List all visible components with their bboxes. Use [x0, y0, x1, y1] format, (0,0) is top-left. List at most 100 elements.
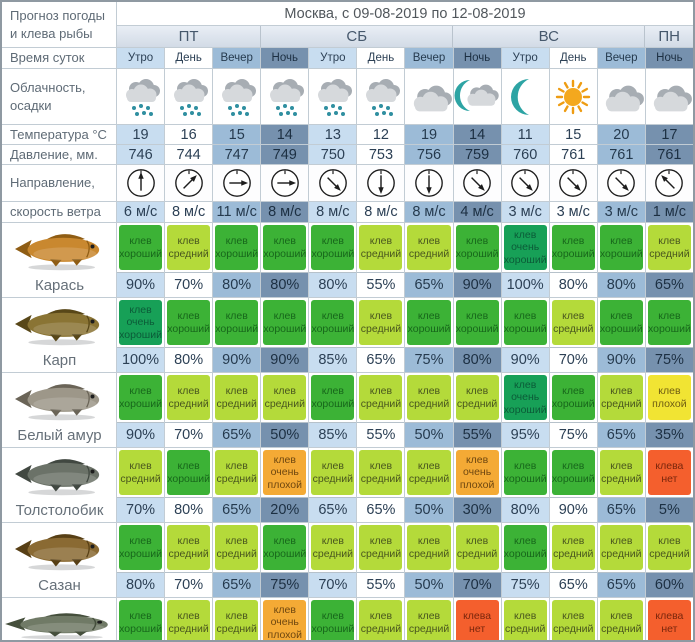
- weather-cell: [213, 69, 262, 125]
- bite-rating-cell: клев средний: [167, 525, 211, 570]
- wind-speed-cell: 4 м/с: [453, 202, 502, 223]
- wind-direction-cell: [357, 165, 406, 202]
- fish-row: клев хороший клев средний клев средний клев…: [2, 598, 693, 640]
- bite-percent-cell: 55%: [453, 422, 501, 447]
- fish-forecast-cell: клев средний 70%: [309, 523, 358, 598]
- fish-forecast-cell: клев средний 65%: [213, 448, 262, 523]
- bite-percent-cell: 65%: [597, 497, 645, 522]
- bite-percent-cell: 65%: [549, 572, 597, 597]
- time-of-day-row: Время суток Утро День Вечер Ночь Утро День Веч…: [2, 48, 693, 69]
- fish-forecast-cell: клев хороший 75%: [501, 523, 550, 598]
- fish-forecast-cell: клев средний 70%: [117, 448, 166, 523]
- fish-forecast-cell: клев хороший 80%: [261, 223, 310, 298]
- pressure-cell: 749: [261, 145, 310, 165]
- fish-data-cells: клев хороший 90% клев средний 70% клев хорош…: [117, 223, 693, 298]
- wind-speed-cell: 3 м/с: [549, 202, 598, 223]
- bite-rating-cell: клев хороший: [263, 525, 307, 570]
- bite-rating-cell: клев хороший: [503, 525, 547, 570]
- fish-forecast-cell: клев средний 65%: [309, 448, 358, 523]
- bite-percent-cell: 70%: [117, 497, 165, 522]
- bite-percent-cell: 80%: [549, 272, 597, 297]
- fish-name: Толстолобик: [15, 501, 104, 519]
- fish-forecast-cell: клев плохой 35%: [645, 373, 693, 448]
- fish-forecast-cell: клев средний 65%: [597, 448, 646, 523]
- bite-percent-cell: 75%: [405, 347, 453, 372]
- bite-rating-cell: клев хороший: [551, 450, 595, 495]
- fish-data-cells: клев очень хороший 100% клев хороший 80% кле…: [117, 298, 693, 373]
- fish-forecast-cell: клев средний 70%: [453, 523, 502, 598]
- bite-percent-cell: 80%: [213, 272, 261, 297]
- wind-speed-cell: 6 м/с: [117, 202, 166, 223]
- time-of-day-cell: День: [549, 48, 598, 69]
- bite-rating-cell: клев хороший: [263, 225, 307, 270]
- fish-forecast-cell: клева нет: [645, 598, 693, 640]
- bite-rating-cell: клев хороший: [119, 375, 163, 420]
- bite-percent-cell: 80%: [165, 347, 213, 372]
- bite-percent-cell: 75%: [549, 422, 597, 447]
- temperature-cell: 19: [405, 125, 454, 145]
- bite-rating-cell: клев хороший: [551, 225, 595, 270]
- bite-rating-cell: клев средний: [551, 525, 595, 570]
- cloud-icon: [646, 74, 693, 120]
- bite-percent-cell: 80%: [309, 272, 357, 297]
- weather-cell: [501, 69, 550, 125]
- fish-forecast-cell: клев средний: [549, 598, 598, 640]
- wind-direction-cell: [261, 165, 310, 202]
- fish-cell: Сазан: [2, 523, 117, 598]
- bite-rating-cell: клев средний: [167, 375, 211, 420]
- bite-percent-cell: 75%: [645, 347, 693, 372]
- bite-rating-cell: клев плохой: [647, 375, 691, 420]
- fish-forecast-cell: клев хороший 90%: [453, 223, 502, 298]
- fish-forecast-cell: клев средний 70%: [165, 373, 214, 448]
- temperature-cell: 12: [357, 125, 406, 145]
- pressure-cell: 744: [165, 145, 214, 165]
- cloud-icon: [598, 74, 645, 120]
- fish-forecast-cell: клев средний 70%: [165, 223, 214, 298]
- fish-image: [2, 374, 117, 423]
- day-header: ВС: [453, 26, 646, 48]
- fish-row: Карась клев хороший 90% клев средний 70% клев…: [2, 223, 693, 298]
- fish-forecast-cell: клев хороший 80%: [597, 223, 646, 298]
- bite-rating-cell: клев очень плохой: [455, 450, 499, 495]
- bite-rating-cell: клев хороший: [503, 450, 547, 495]
- bite-rating-cell: клева нет: [455, 600, 499, 640]
- row-label-time: Время суток: [2, 48, 117, 69]
- bite-rating-cell: клев средний: [215, 600, 259, 640]
- row-label-clouds: Облачность, осадки: [2, 69, 117, 125]
- fish-forecast-cell: клев средний 65%: [213, 373, 262, 448]
- temperature-cell: 14: [261, 125, 310, 145]
- bite-percent-cell: 5%: [645, 497, 693, 522]
- bite-rating-cell: клев средний: [455, 525, 499, 570]
- time-of-day-cell: Ночь: [453, 48, 502, 69]
- day-header-row: ПТ СБ ВС ПН: [117, 26, 693, 48]
- wind-direction-cell: [213, 165, 262, 202]
- wind-speed-cell: 8 м/с: [165, 202, 214, 223]
- fish-forecast-cell: клев средний 65%: [357, 298, 406, 373]
- fish-cell: Карась: [2, 223, 117, 298]
- weather-cell: [357, 69, 406, 125]
- pressure-cell: 750: [309, 145, 358, 165]
- wind-speed-cell: 8 м/с: [405, 202, 454, 223]
- bite-percent-cell: 70%: [549, 347, 597, 372]
- fish-name: Карп: [42, 351, 77, 369]
- corner-line-2: и клева рыбы: [10, 25, 93, 41]
- bite-rating-cell: клев средний: [599, 450, 643, 495]
- bite-percent-cell: 65%: [213, 497, 261, 522]
- bite-rating-cell: клев средний: [359, 225, 403, 270]
- rain-icon: [310, 74, 356, 120]
- bite-rating-cell: клев хороший: [215, 300, 259, 345]
- time-of-day-cell: День: [357, 48, 406, 69]
- temperature-cell: 16: [165, 125, 214, 145]
- row-label-temperature: Температура °C: [2, 125, 117, 145]
- bite-percent-cell: 35%: [645, 422, 693, 447]
- fish-name: Сазан: [38, 576, 81, 594]
- fish-forecast-cell: клев средний 70%: [549, 298, 598, 373]
- bite-rating-cell: клев очень хороший: [503, 375, 547, 420]
- row-label-wind-direction: Направление,: [2, 165, 117, 202]
- bite-rating-cell: клев хороший: [311, 375, 355, 420]
- fish-data-cells: клев хороший 90% клев средний 70% клев средн…: [117, 373, 693, 448]
- time-of-day-cell: Ночь: [645, 48, 693, 69]
- fish-forecast-cell: клев средний: [357, 598, 406, 640]
- bite-percent-cell: 65%: [357, 347, 405, 372]
- time-of-day-cell: Вечер: [405, 48, 454, 69]
